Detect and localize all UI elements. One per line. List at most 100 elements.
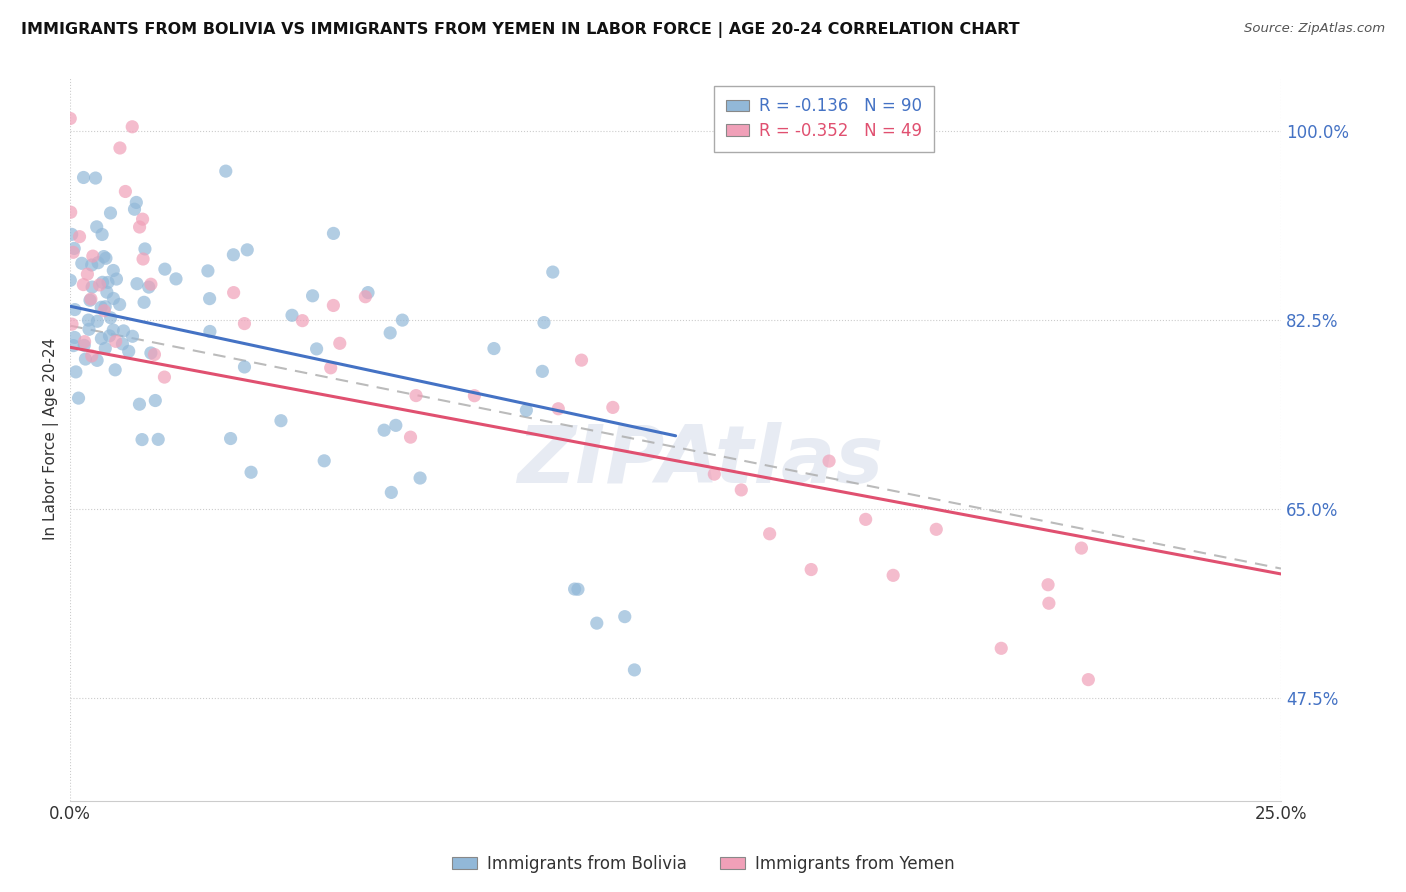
Point xyxy=(391,313,413,327)
Point xyxy=(222,285,245,300)
Point xyxy=(93,303,115,318)
Point xyxy=(75,352,97,367)
Point xyxy=(131,212,153,227)
Point xyxy=(925,522,948,536)
Point xyxy=(800,563,823,577)
Point xyxy=(108,297,131,311)
Point xyxy=(547,401,569,416)
Point xyxy=(148,433,170,447)
Point xyxy=(301,289,323,303)
Point xyxy=(319,360,342,375)
Point xyxy=(100,310,122,325)
Point xyxy=(153,262,176,277)
Point xyxy=(1036,578,1059,592)
Point xyxy=(80,292,103,306)
Point xyxy=(373,423,395,437)
Point xyxy=(112,324,135,338)
Point xyxy=(94,341,117,355)
Point xyxy=(233,359,256,374)
Point xyxy=(90,300,112,314)
Text: ZIPAtlas: ZIPAtlas xyxy=(516,422,883,500)
Point xyxy=(72,277,94,292)
Point xyxy=(114,185,136,199)
Point xyxy=(84,171,107,186)
Point xyxy=(139,277,162,292)
Point xyxy=(131,433,153,447)
Point xyxy=(380,326,402,340)
Point xyxy=(463,389,485,403)
Point xyxy=(89,277,111,292)
Point xyxy=(564,582,586,596)
Point xyxy=(121,120,143,134)
Point xyxy=(482,342,505,356)
Point xyxy=(623,663,645,677)
Point xyxy=(585,616,607,631)
Point xyxy=(103,292,125,306)
Point xyxy=(314,454,336,468)
Point xyxy=(125,277,148,291)
Point xyxy=(59,205,82,219)
Point xyxy=(197,264,219,278)
Point xyxy=(354,290,377,304)
Point xyxy=(571,353,593,368)
Point xyxy=(97,276,120,290)
Point xyxy=(405,388,427,402)
Point xyxy=(98,329,121,343)
Point xyxy=(291,313,314,327)
Point xyxy=(322,227,344,241)
Point xyxy=(93,250,115,264)
Point xyxy=(62,338,84,352)
Point xyxy=(79,293,101,308)
Point xyxy=(329,336,352,351)
Point xyxy=(138,280,160,294)
Point xyxy=(67,391,90,405)
Point xyxy=(80,349,103,363)
Point xyxy=(153,370,176,384)
Point xyxy=(100,206,122,220)
Point xyxy=(143,347,166,361)
Point xyxy=(567,582,589,597)
Point xyxy=(236,243,259,257)
Point xyxy=(104,334,127,349)
Point xyxy=(63,242,86,256)
Point xyxy=(108,141,131,155)
Point xyxy=(222,248,245,262)
Point xyxy=(165,272,187,286)
Point xyxy=(70,256,93,270)
Point xyxy=(63,302,86,317)
Point xyxy=(281,308,304,322)
Point xyxy=(77,313,100,327)
Point xyxy=(385,418,408,433)
Point xyxy=(103,263,125,277)
Point xyxy=(125,195,148,210)
Point xyxy=(730,483,752,497)
Point xyxy=(103,323,125,337)
Point xyxy=(62,245,84,260)
Legend: R = -0.136   N = 90, R = -0.352   N = 49: R = -0.136 N = 90, R = -0.352 N = 49 xyxy=(714,86,934,152)
Point xyxy=(86,314,108,328)
Point xyxy=(86,219,108,234)
Point xyxy=(82,249,104,263)
Point xyxy=(270,414,292,428)
Text: IMMIGRANTS FROM BOLIVIA VS IMMIGRANTS FROM YEMEN IN LABOR FORCE | AGE 20-24 CORR: IMMIGRANTS FROM BOLIVIA VS IMMIGRANTS FR… xyxy=(21,22,1019,38)
Point xyxy=(758,526,780,541)
Point xyxy=(198,325,221,339)
Point xyxy=(60,317,83,331)
Point xyxy=(882,568,904,582)
Point xyxy=(118,344,141,359)
Point xyxy=(124,202,146,217)
Point xyxy=(613,609,636,624)
Point xyxy=(121,329,143,343)
Point xyxy=(90,331,112,345)
Point xyxy=(87,256,110,270)
Point xyxy=(86,353,108,368)
Point xyxy=(1038,596,1060,610)
Point xyxy=(515,403,537,417)
Point xyxy=(77,322,100,336)
Point xyxy=(139,346,162,360)
Point xyxy=(132,295,155,310)
Point xyxy=(215,164,238,178)
Point xyxy=(855,512,877,526)
Point xyxy=(380,485,402,500)
Point xyxy=(80,258,103,272)
